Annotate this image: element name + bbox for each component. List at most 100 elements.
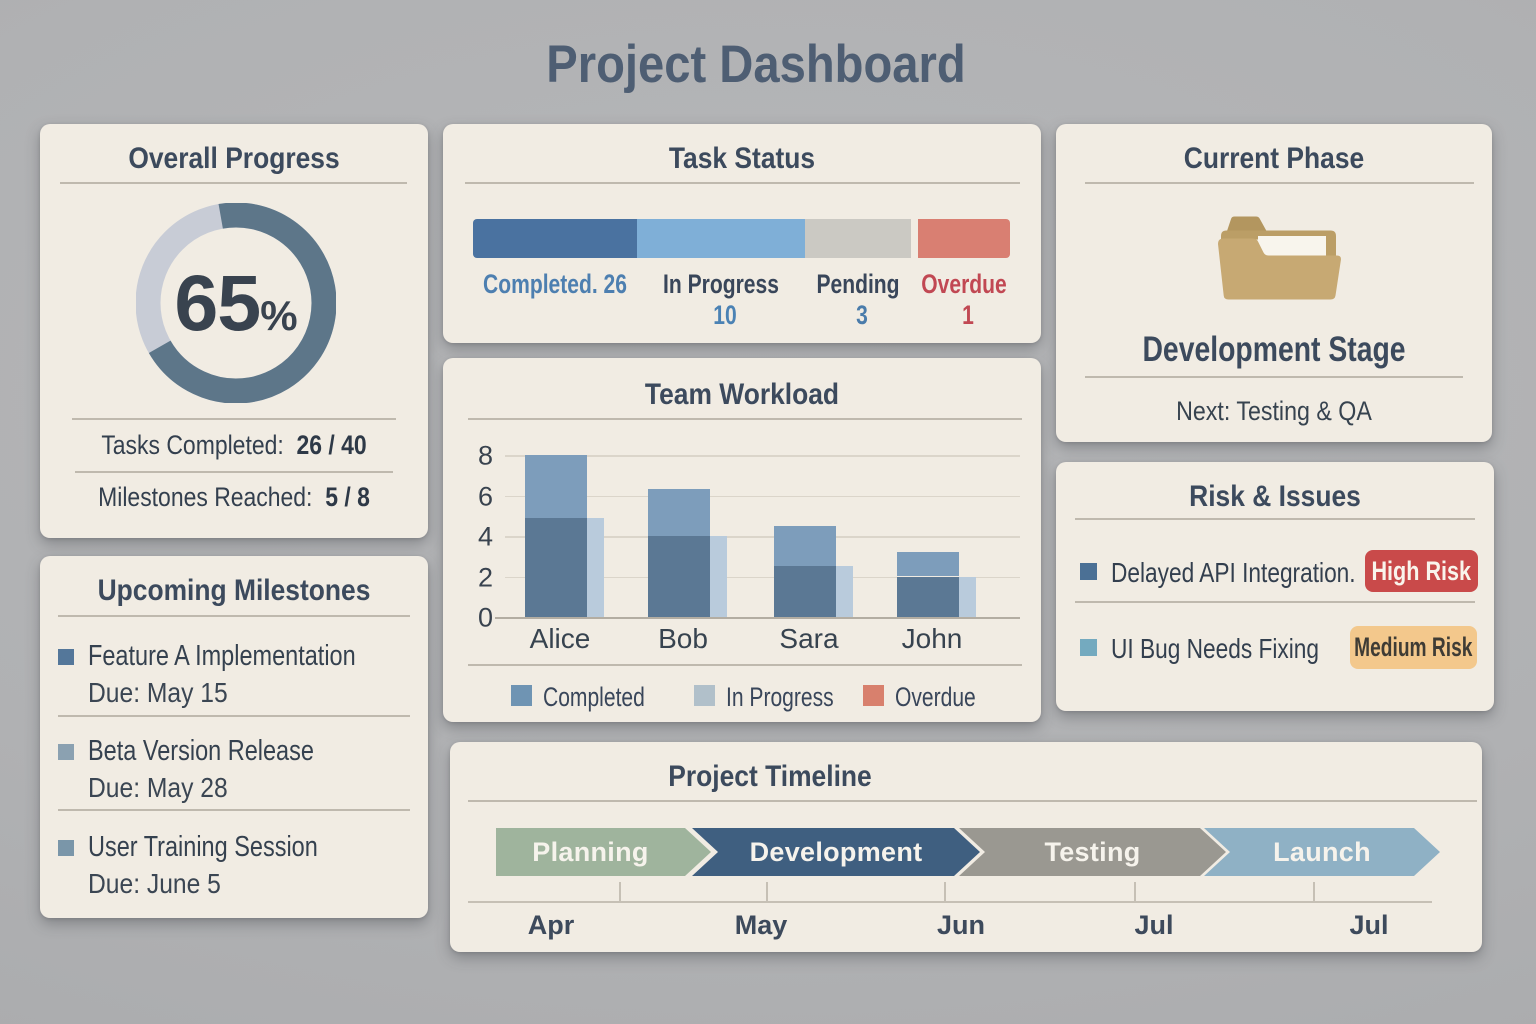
task-segment-value: 1 — [962, 300, 974, 330]
divider — [1085, 376, 1463, 378]
task-segment-label: Completed. 26 — [483, 269, 627, 299]
y-axis-tick: 0 — [477, 602, 493, 633]
project-timeline-card: Project Timeline Planning Development Test… — [450, 742, 1482, 952]
milestone-due: Due: May 28 — [88, 772, 228, 803]
bar-overlap-john — [897, 576, 959, 617]
next-phase-text: Next: Testing & QA — [1176, 396, 1372, 426]
bar-completed-sara — [774, 525, 836, 567]
phase-label: Testing — [1044, 836, 1141, 867]
bar-inprogress-bob — [710, 536, 727, 617]
milestone-bullet-icon — [58, 649, 74, 665]
high-risk-badge: High Risk — [1365, 550, 1478, 592]
divider — [1075, 601, 1475, 603]
risk-item-text: Delayed API Integration. — [1111, 557, 1356, 588]
bar-inprogress-sara — [836, 566, 853, 617]
phase-label: Development — [749, 836, 923, 867]
page-title: Project Dashboard — [546, 35, 966, 94]
timeline-tick — [619, 882, 621, 901]
upcoming-milestones-title: Upcoming Milestones — [97, 574, 371, 607]
y-axis-tick: 4 — [477, 521, 493, 552]
milestone-name: Beta Version Release — [88, 735, 314, 767]
divider — [468, 800, 1477, 802]
x-axis-label: John — [901, 623, 963, 654]
milestone-bullet-icon — [58, 744, 74, 760]
phase-label: Planning — [532, 836, 649, 867]
tasks-completed-value: 26 / 40 — [296, 430, 367, 460]
divider — [1075, 518, 1475, 520]
legend-label: In Progress — [726, 682, 834, 712]
bar-inprogress-john — [959, 576, 976, 617]
timeline-month-label: Jul — [1134, 910, 1174, 940]
legend-swatch-completed — [511, 685, 532, 706]
legend-swatch-in-progress — [694, 685, 715, 706]
divider — [468, 664, 1022, 666]
overall-progress-title: Overall Progress — [128, 142, 340, 175]
milestone-due: Due: May 15 — [88, 677, 228, 708]
bar-completed-alice — [525, 455, 587, 518]
task-status-card: Task Status Completed. 26 In Progress 10 Pe… — [443, 124, 1041, 343]
divider — [58, 615, 410, 617]
progress-donut-chart: 65% — [135, 202, 337, 404]
legend-label: Overdue — [895, 682, 976, 712]
timeline-month-label: Apr — [527, 910, 575, 940]
milestone-name: Feature A Implementation — [88, 640, 356, 672]
divider — [58, 715, 410, 717]
task-segment-label: Overdue — [921, 269, 1007, 299]
milestone-due: Due: June 5 — [88, 868, 221, 899]
risk-item-text: UI Bug Needs Fixing — [1111, 633, 1320, 664]
donut-percent-value: 65 — [174, 258, 261, 347]
x-axis-line — [495, 617, 1020, 619]
gridline — [505, 495, 1020, 497]
current-stage-name: Development Stage — [1142, 330, 1406, 369]
bar-overlap-alice — [525, 517, 587, 617]
task-segment-pending — [805, 219, 911, 258]
risk-bullet-icon — [1080, 563, 1097, 580]
divider — [60, 182, 407, 184]
divider — [75, 471, 393, 473]
task-segment-label: In Progress — [663, 269, 779, 299]
legend-label: Completed — [543, 682, 645, 712]
divider — [468, 418, 1022, 420]
milestones-reached-value: 5 / 8 — [325, 482, 370, 512]
milestones-reached-label: Milestones Reached: — [98, 482, 313, 512]
timeline-tick — [1313, 882, 1315, 901]
y-axis-tick: 6 — [477, 481, 493, 511]
timeline-tick — [1134, 882, 1136, 901]
divider — [58, 809, 410, 811]
x-axis-label: Bob — [658, 623, 708, 654]
current-phase-card: Current Phase Development Stage Next: Te… — [1056, 124, 1492, 442]
y-axis-tick: 8 — [477, 440, 493, 471]
bar-inprogress-alice — [587, 517, 604, 617]
donut-center-label: 65% — [136, 203, 336, 403]
donut-text: 65% — [174, 257, 297, 349]
gridline — [505, 576, 1020, 578]
bar-overlap-sara — [774, 566, 836, 617]
bar-completed-john — [897, 552, 959, 577]
x-axis-label: Alice — [529, 623, 591, 654]
phase-arrow-planning: Planning — [496, 828, 711, 876]
divider — [465, 182, 1020, 184]
y-axis-tick: 2 — [477, 562, 493, 592]
legend-swatch-overdue — [863, 685, 884, 706]
task-segment-label: Pending — [816, 269, 900, 299]
task-segment-overdue — [918, 219, 1010, 258]
risk-issues-title: Risk & Issues — [1189, 480, 1361, 513]
timeline-month-label: Jul — [1349, 910, 1389, 940]
task-segment-completed — [473, 219, 637, 258]
timeline-tick — [766, 882, 768, 901]
divider — [1085, 182, 1474, 184]
task-segment-value: 3 — [856, 300, 868, 330]
bar-overlap-bob — [648, 536, 710, 617]
x-axis-label: Sara — [779, 623, 839, 654]
timeline-axis — [468, 901, 1432, 903]
high-risk-badge-label: High Risk — [1371, 555, 1472, 586]
task-segment-value: 10 — [713, 300, 737, 330]
current-phase-title: Current Phase — [1183, 142, 1365, 175]
medium-risk-badge: Medium Risk — [1350, 626, 1477, 669]
phase-arrow-testing: Testing — [959, 828, 1226, 876]
timeline-tick — [944, 882, 946, 901]
project-timeline-title: Project Timeline — [668, 760, 872, 793]
risk-issues-card: Risk & Issues Delayed API Integration. H… — [1056, 462, 1494, 711]
timeline-month-label: May — [734, 910, 788, 940]
tasks-completed-row: Tasks Completed: 26 / 40 — [69, 430, 399, 461]
